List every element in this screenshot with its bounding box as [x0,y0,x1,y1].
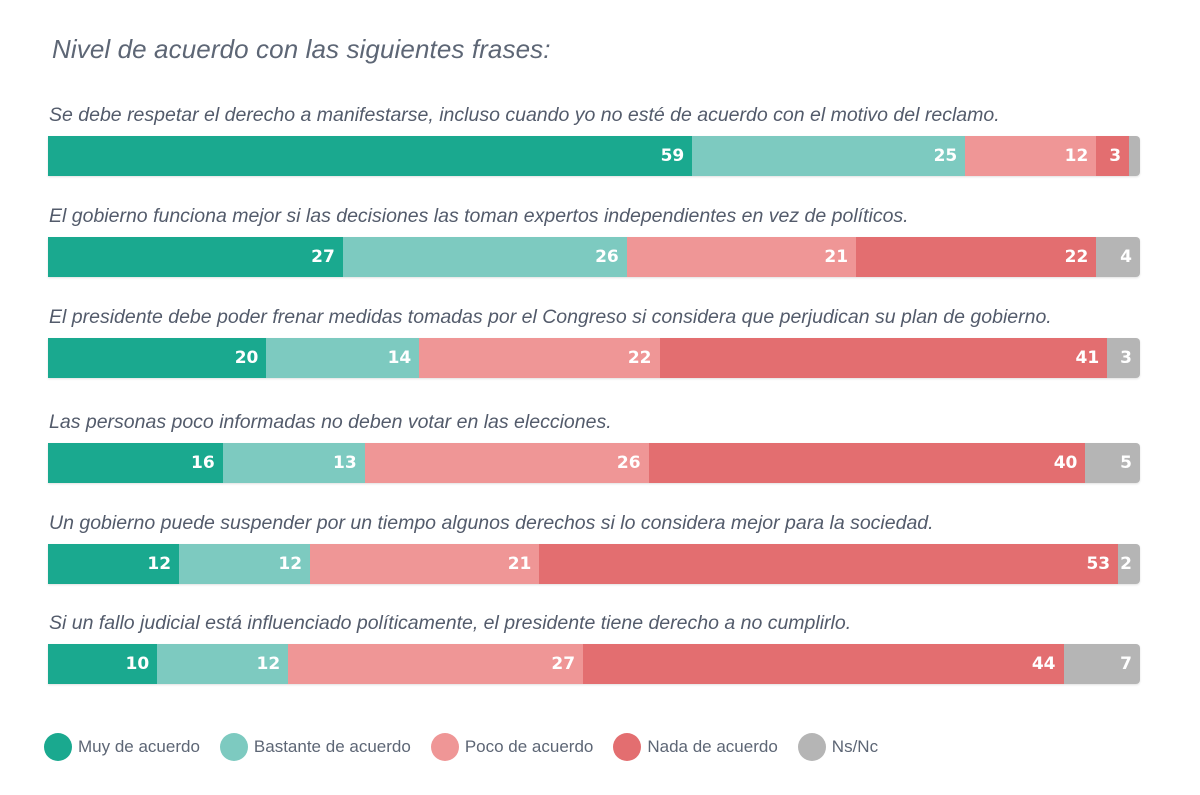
bar-segment-nada-de-acuerdo: 53 [539,544,1119,584]
bar-segment-nada-de-acuerdo: 40 [648,443,1086,483]
segment-value: 20 [234,348,259,368]
segment-value: 2 [1120,554,1132,574]
segment-value: 26 [616,453,641,473]
bar-segment-ns-nc: 5 [1085,443,1140,483]
bar-segment-bastante-de-acuerdo: 26 [342,237,627,277]
segment-value: 25 [933,146,958,166]
stacked-bar: 16 13 26 40 5 [48,443,1140,483]
question-label: Un gobierno puede suspender por un tiemp… [49,512,934,534]
segment-value: 12 [1064,146,1089,166]
segment-value: 22 [1064,247,1089,267]
segment-value: 27 [311,247,335,267]
stacked-bar: 27 26 21 22 4 [48,237,1140,277]
bar-segment-muy-de-acuerdo: 16 [48,443,223,483]
legend-dot-icon [797,733,826,761]
segment-value: 16 [191,453,215,473]
question-label: Las personas poco informadas no deben vo… [49,411,612,433]
segment-value: 27 [551,654,576,674]
bar-segment-bastante-de-acuerdo: 12 [179,544,311,584]
legend-item-poco-de-acuerdo: Poco de acuerdo [430,733,594,761]
bar-segment-bastante-de-acuerdo: 25 [692,136,966,176]
legend-label: Bastante de acuerdo [253,737,411,756]
stacked-bar: 12 12 21 53 2 [48,544,1140,584]
legend-dot-icon [430,733,459,761]
segment-value: 21 [507,554,532,574]
segment-value: 53 [1086,554,1111,574]
bar-segment-bastante-de-acuerdo: 12 [157,644,289,684]
bar-segment-bastante-de-acuerdo: 14 [266,338,420,378]
bar-segment-ns-nc [1129,136,1140,176]
segment-value: 13 [333,453,357,473]
question-label: Se debe respetar el derecho a manifestar… [49,104,1000,126]
segment-value: 41 [1075,348,1100,368]
segment-value: 12 [256,654,281,674]
segment-value: 26 [595,247,619,267]
bar-segment-muy-de-acuerdo: 12 [48,544,180,584]
segment-value: 5 [1120,453,1132,473]
bar-segment-poco-de-acuerdo: 26 [364,443,649,483]
bar-segment-ns-nc: 2 [1118,544,1140,584]
question-label: El gobierno funciona mejor si las decisi… [49,205,909,227]
bar-segment-bastante-de-acuerdo: 13 [222,443,365,483]
legend-item-nada-de-acuerdo: Nada de acuerdo [613,733,778,761]
legend-dot-icon [44,733,72,761]
bar-segment-muy-de-acuerdo: 10 [48,644,158,684]
chart-legend: Muy de acuerdo Bastante de acuerdo Poco … [44,733,898,761]
segment-value: 7 [1120,654,1132,674]
segment-value: 10 [125,654,150,674]
segment-value: 22 [627,348,652,368]
bar-segment-nada-de-acuerdo: 44 [583,644,1064,684]
stacked-bar: 10 12 27 44 7 [48,644,1140,684]
bar-segment-nada-de-acuerdo: 41 [659,338,1108,378]
bar-segment-poco-de-acuerdo: 27 [288,644,584,684]
bar-segment-poco-de-acuerdo: 21 [310,544,540,584]
bar-segment-nada-de-acuerdo: 22 [856,237,1097,277]
segment-value: 3 [1120,348,1132,368]
legend-label: Nada de acuerdo [647,737,778,756]
segment-value: 44 [1031,654,1056,674]
bar-segment-muy-de-acuerdo: 59 [48,136,693,176]
legend-label: Poco de acuerdo [464,737,594,756]
stacked-bar: 20 14 22 41 3 [48,338,1140,378]
bar-segment-muy-de-acuerdo: 27 [48,237,343,277]
segment-value: 21 [824,247,849,267]
segment-value: 12 [278,554,303,574]
legend-item-bastante-de-acuerdo: Bastante de acuerdo [219,733,411,761]
legend-dot-icon [613,733,642,761]
legend-item-ns-nc: Ns/Nc [797,733,879,761]
bar-segment-ns-nc: 4 [1096,237,1140,277]
legend-label: Muy de acuerdo [78,737,200,756]
question-label: El presidente debe poder frenar medidas … [49,306,1052,328]
bar-segment-poco-de-acuerdo: 21 [626,237,857,277]
bar-segment-nada-de-acuerdo: 3 [1096,136,1130,176]
segment-value: 12 [147,554,172,574]
bar-segment-ns-nc: 7 [1063,644,1140,684]
segment-value: 4 [1120,247,1132,267]
legend-item-muy-de-acuerdo: Muy de acuerdo [44,733,200,761]
bar-segment-muy-de-acuerdo: 20 [48,338,267,378]
stacked-bar: 59 25 12 3 [48,136,1140,176]
chart-title: Nivel de acuerdo con las siguientes fras… [52,34,551,64]
segment-value: 14 [387,348,412,368]
legend-label: Ns/Nc [831,737,879,756]
bar-segment-ns-nc: 3 [1107,338,1140,378]
bar-segment-poco-de-acuerdo: 22 [419,338,660,378]
bar-segment-poco-de-acuerdo: 12 [965,136,1097,176]
legend-dot-icon [219,733,248,761]
segment-value: 40 [1053,453,1078,473]
segment-value: 59 [660,146,685,166]
segment-value: 3 [1109,146,1122,166]
question-label: Si un fallo judicial está influenciado p… [49,612,852,634]
